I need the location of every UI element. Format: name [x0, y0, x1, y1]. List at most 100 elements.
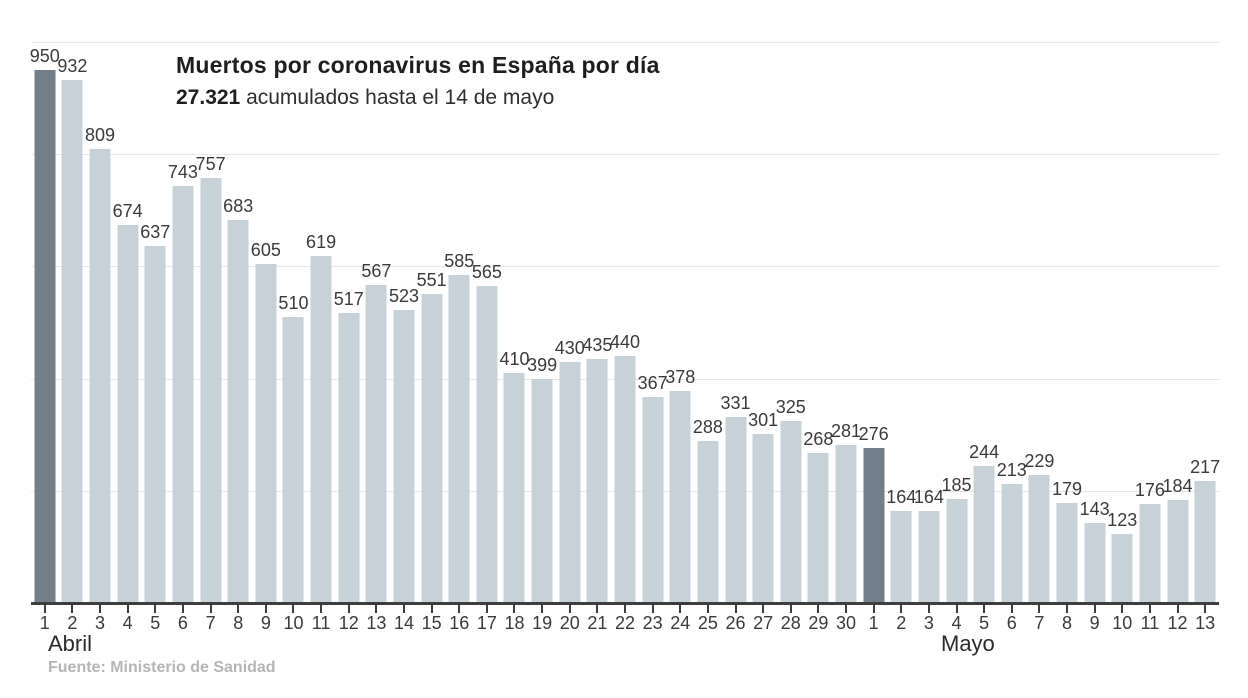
axis-tick: [706, 605, 709, 613]
bar-value-label: 567: [361, 260, 392, 281]
day-label-abril-13: 13: [366, 613, 387, 633]
axis-tick: [513, 605, 516, 613]
bar-slot-abril-5: 637: [140, 42, 170, 603]
bar-abril-19: [531, 379, 553, 603]
bar-abril-20: [559, 361, 581, 603]
day-label-abril-20: 20: [559, 613, 580, 633]
bar-abril-13: [365, 284, 387, 603]
axis-tick: [1093, 605, 1096, 613]
bar-slot-mayo-1: 276: [858, 42, 889, 603]
bar-slot-abril-20: 430: [555, 42, 585, 603]
bar-abril-25: [697, 441, 719, 603]
day-label-abril-24: 24: [670, 613, 691, 633]
bar-slot-mayo-4: 185: [942, 42, 972, 603]
bar-slot-mayo-3: 164: [913, 42, 944, 603]
bar-mayo-12: [1167, 499, 1189, 603]
bar-value-label: 674: [112, 200, 143, 221]
bar-value-label: 164: [913, 487, 944, 507]
bar-abril-14: [393, 309, 415, 603]
cumulative-total: 27.321: [176, 86, 241, 109]
bar-value-label: 683: [223, 195, 254, 216]
bar-slot-mayo-5: 244: [969, 42, 999, 603]
bar-value-label: 143: [1079, 498, 1110, 519]
bar-value-label: 281: [830, 421, 862, 442]
day-label-abril-2: 2: [67, 613, 78, 633]
bar-abril-7: [200, 178, 222, 603]
bar-value-label: 268: [803, 428, 834, 449]
bar-slot-abril-22: 440: [610, 42, 640, 603]
day-label-mayo-13: 13: [1195, 613, 1216, 633]
bar-abril-2: [61, 80, 83, 603]
axis-tick: [789, 605, 792, 613]
bar-value-label: 378: [665, 366, 696, 387]
bar-value-label: 399: [527, 355, 558, 376]
axis-tick: [264, 605, 267, 613]
bar-slot-mayo-7: 229: [1024, 42, 1054, 603]
axis-tick: [126, 605, 129, 613]
day-label-abril-15: 15: [421, 613, 442, 633]
bar-mayo-10: [1111, 534, 1133, 603]
bar-abril-9: [255, 263, 277, 603]
bar-value-label: 301: [748, 410, 779, 431]
day-label-abril-12: 12: [338, 613, 359, 633]
chart-title: Muertos por coronavirus en España por dí…: [176, 52, 660, 78]
bar-abril-23: [642, 397, 664, 603]
axis-tick: [624, 605, 626, 613]
bar-slot-abril-14: 523: [388, 42, 419, 603]
bar-abril-11: [310, 255, 332, 603]
bar-slot-mayo-6: 213: [997, 42, 1027, 603]
month-label-mayo: Mayo: [941, 631, 995, 656]
axis-tick: [734, 605, 737, 613]
day-label-abril-1: 1: [39, 613, 50, 633]
bar-value-label: 331: [720, 393, 751, 414]
bar-value-label: 367: [637, 373, 668, 394]
bar-value-label: 410: [499, 349, 530, 369]
bar-value-label: 523: [388, 285, 419, 306]
bar-slot-abril-2: 932: [57, 42, 87, 603]
bar-mayo-13: [1194, 481, 1216, 603]
axis-tick: [43, 605, 46, 613]
day-label-mayo-8: 8: [1062, 613, 1073, 633]
axis-tick: [900, 605, 903, 613]
day-label-abril-26: 26: [725, 613, 746, 633]
bar-slot-mayo-2: 164: [886, 42, 917, 603]
day-label-mayo-6: 6: [1006, 613, 1017, 633]
bar-value-label: 325: [775, 396, 806, 417]
bar-slot-abril-17: 565: [471, 42, 502, 603]
bar-slot-abril-1: 950: [30, 42, 60, 603]
day-label-mayo-5: 5: [979, 613, 990, 633]
day-label-mayo-4: 4: [951, 613, 962, 633]
bar-slot-abril-29: 268: [803, 42, 834, 603]
day-label-mayo-12: 12: [1167, 613, 1188, 633]
axis-tick: [99, 605, 102, 613]
day-label-abril-11: 11: [311, 613, 331, 633]
gridline-800: [31, 154, 1219, 156]
bar-slot-mayo-10: 123: [1107, 42, 1138, 603]
day-label-mayo-3: 3: [923, 613, 934, 633]
day-label-abril-5: 5: [150, 613, 161, 633]
day-label-abril-17: 17: [476, 613, 497, 633]
bar-value-label: 164: [886, 487, 917, 507]
bar-slot-abril-16: 585: [444, 42, 474, 603]
axis-tick: [1204, 605, 1207, 613]
axis-tick: [679, 605, 682, 613]
day-label-abril-22: 22: [614, 613, 635, 633]
bar-value-label: 123: [1107, 510, 1138, 530]
bar-mayo-9: [1084, 522, 1106, 603]
bar-abril-8: [227, 219, 249, 603]
axis-tick: [292, 605, 295, 613]
bar-slot-abril-7: 757: [196, 42, 226, 603]
bar-slot-abril-19: 399: [527, 42, 558, 603]
bar-value-label: 276: [858, 424, 889, 445]
axis-tick: [375, 605, 378, 613]
bar-value-label: 179: [1052, 478, 1083, 499]
bar-value-label: 605: [250, 239, 281, 260]
day-label-abril-9: 9: [260, 613, 271, 633]
day-label-mayo-9: 9: [1089, 613, 1100, 633]
bar-abril-22: [614, 356, 636, 603]
bar-slot-abril-3: 809: [85, 42, 115, 603]
bar-value-label: 288: [692, 417, 723, 438]
day-label-abril-4: 4: [122, 613, 133, 633]
bar-value-label: 565: [471, 262, 502, 283]
axis-tick: [430, 605, 433, 613]
